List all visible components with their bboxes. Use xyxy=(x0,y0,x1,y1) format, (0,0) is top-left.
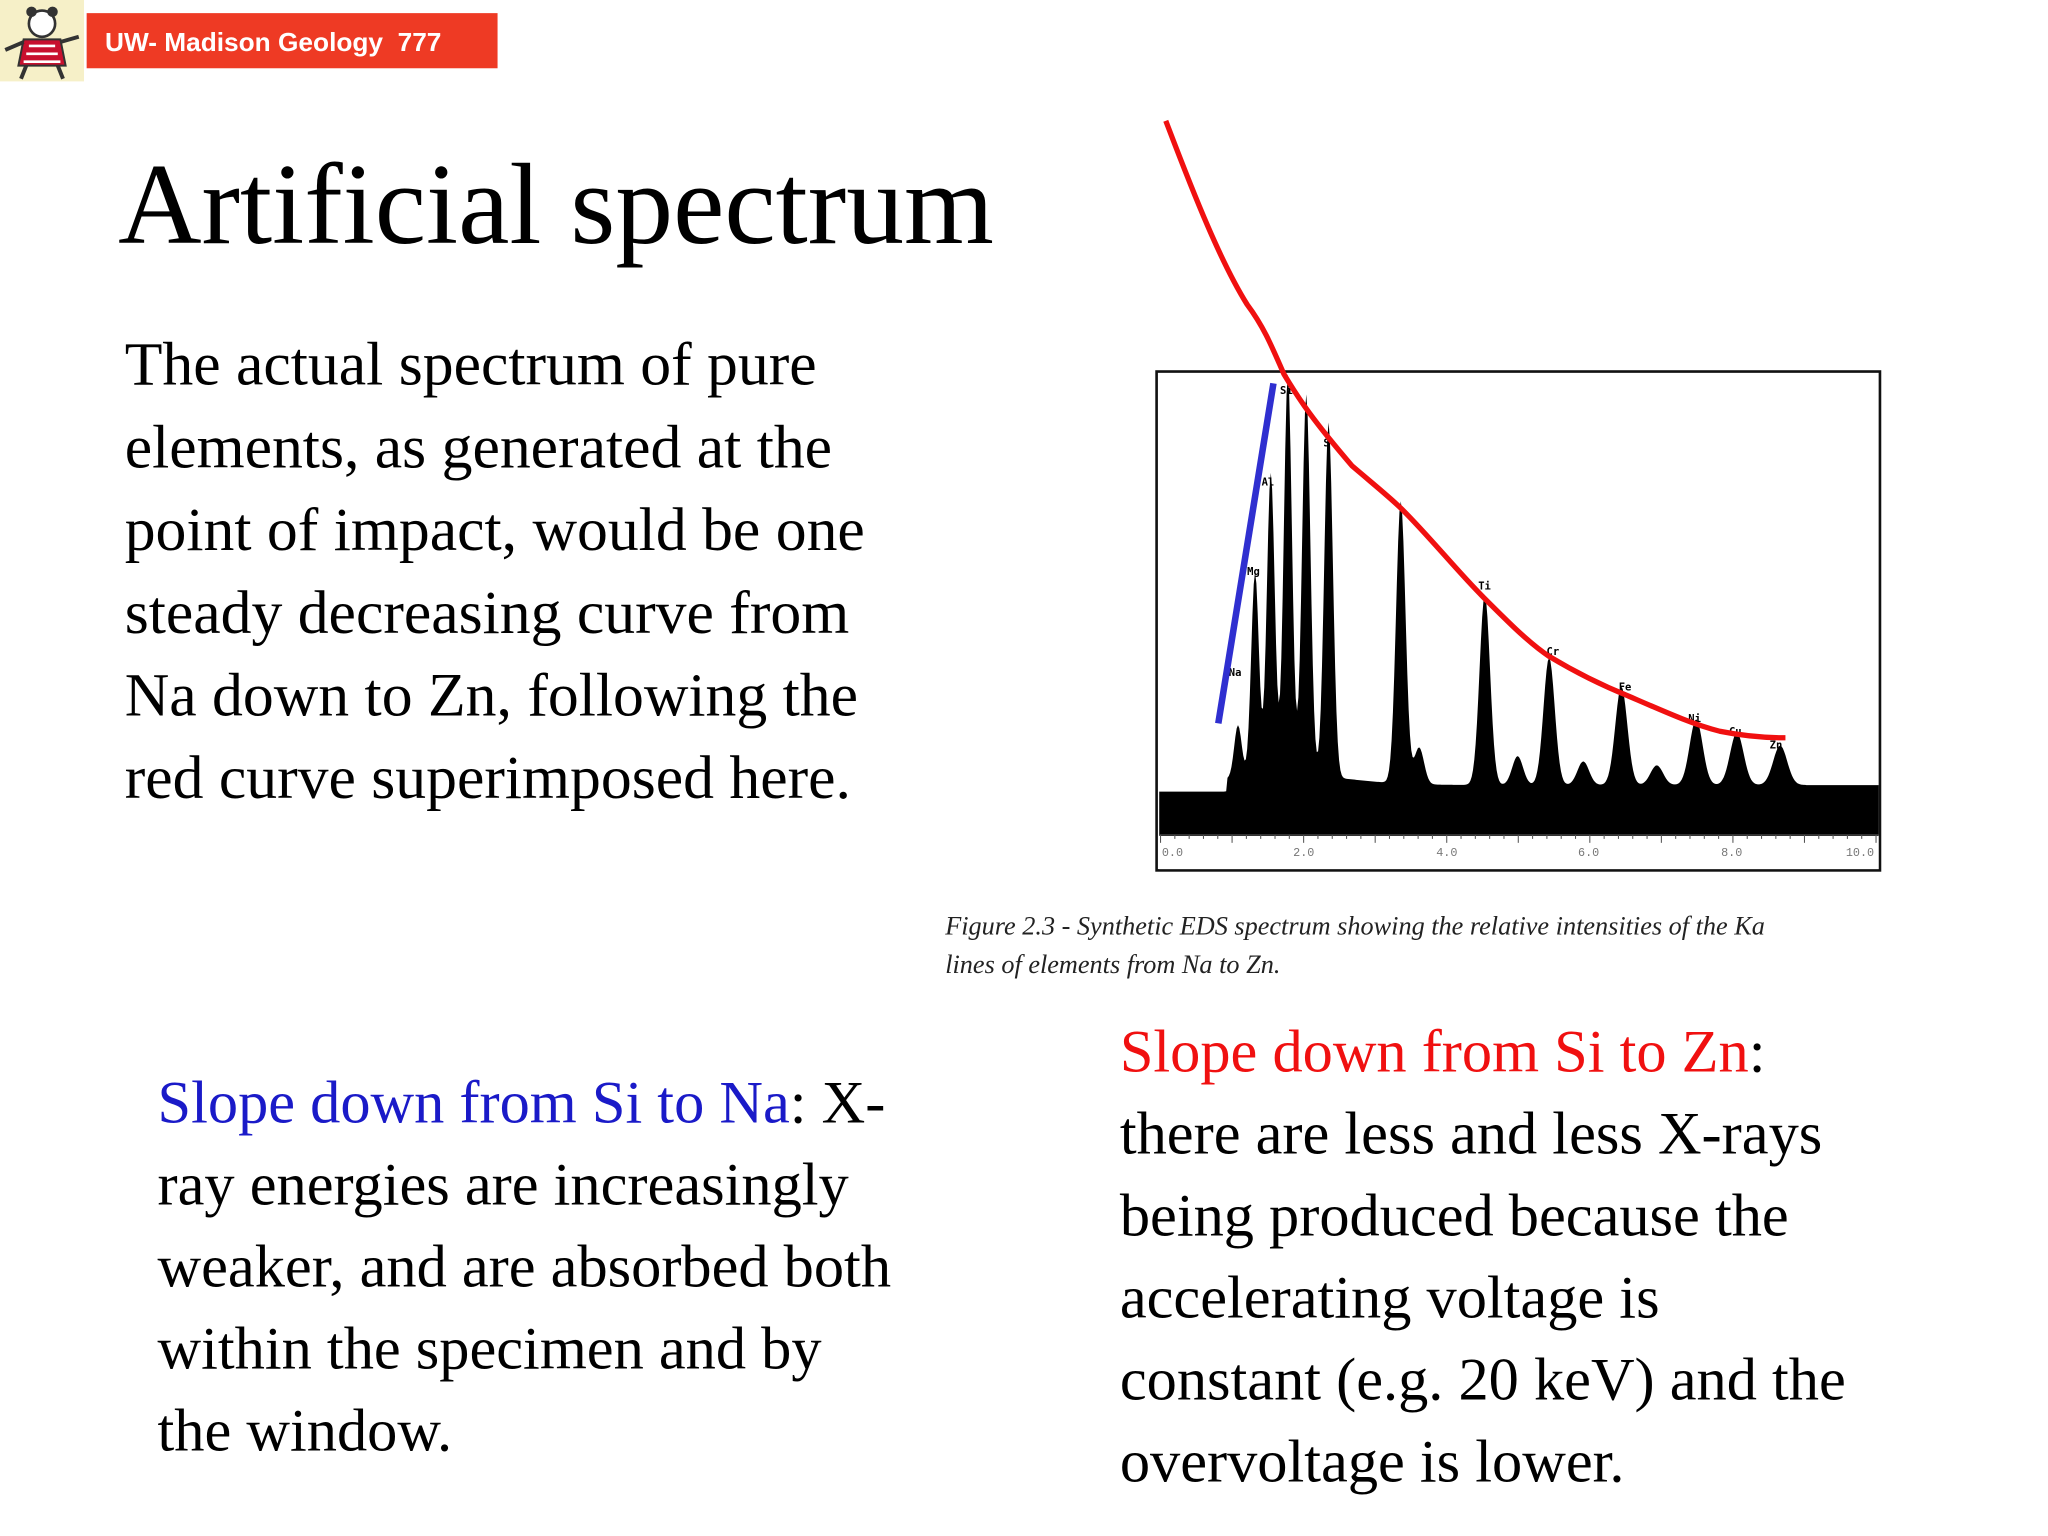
note-line: being produced because the xyxy=(1120,1182,1789,1249)
notes: Slope down from Si to Na: X-ray energies… xyxy=(158,1018,1846,1495)
element-label: Al xyxy=(1262,477,1275,489)
element-label: Mg xyxy=(1247,566,1260,578)
tick-label: 6.0 xyxy=(1578,846,1599,860)
spectrum xyxy=(1159,374,1879,835)
note-line: Slope down from Si to Zn: xyxy=(1120,1018,1766,1085)
tick-label: 4.0 xyxy=(1436,846,1457,860)
note-line: Slope down from Si to Na: X- xyxy=(158,1069,886,1136)
figure-caption: Figure 2.3 - Synthetic EDS spectrum show… xyxy=(944,912,1765,979)
body-text: The actual spectrum of pure elements, as … xyxy=(125,331,865,813)
tick-label: 10.0 xyxy=(1846,846,1874,860)
note-text: : xyxy=(1749,1018,1766,1085)
red-curve xyxy=(1163,119,1786,741)
note-heading: Slope down from Si to Zn xyxy=(1120,1018,1749,1085)
note-line: constant (e.g. 20 keV) and the xyxy=(1120,1346,1846,1413)
caption-line: Figure 2.3 - Synthetic EDS spectrum show… xyxy=(944,912,1765,941)
note-text: : X- xyxy=(790,1069,886,1136)
body-line: red curve superimposed here. xyxy=(125,744,851,812)
note-heading: Slope down from Si to Na xyxy=(158,1069,790,1136)
body-line: steady decreasing curve from xyxy=(125,579,850,647)
element-label: Na xyxy=(1229,667,1242,679)
blue-line xyxy=(1215,382,1277,724)
body-line: Na down to Zn, following the xyxy=(125,661,858,729)
note: Slope down from Si to Na: X-ray energies… xyxy=(158,1069,892,1464)
body-line: The actual spectrum of pure xyxy=(125,331,817,399)
tick-label: 2.0 xyxy=(1293,846,1314,860)
slide-title: Artificial spectrum xyxy=(118,140,994,268)
note-line: the window. xyxy=(158,1398,453,1465)
note-line: there are less and less X-rays xyxy=(1120,1100,1822,1167)
element-label: S xyxy=(1323,437,1329,449)
badge-text: UW- Madison Geology 777 xyxy=(105,27,441,57)
note-line: weaker, and are absorbed both xyxy=(158,1234,892,1301)
note-line: ray energies are increasingly xyxy=(158,1152,849,1219)
element-label: Ti xyxy=(1478,580,1491,592)
note-line: within the specimen and by xyxy=(158,1316,822,1383)
body-line: point of impact, would be one xyxy=(125,496,865,564)
logo xyxy=(0,0,85,82)
figure: 0.0 2.0 4.0 6.0 8.0 10.0 NaMgAlSiPSTiCrFeNiCu… xyxy=(1155,119,1882,872)
note: Slope down from Si to Zn: there are less … xyxy=(1120,1018,1846,1495)
tick-label: 8.0 xyxy=(1721,846,1742,860)
note-line: overvoltage is lower. xyxy=(1120,1429,1625,1496)
badge xyxy=(86,13,498,69)
axis-ticks: 0.0 2.0 4.0 6.0 8.0 10.0 xyxy=(1160,834,1877,860)
element-label: Zn xyxy=(1770,739,1783,751)
tick-label: 0.0 xyxy=(1162,846,1183,860)
body-line: elements, as generated at the xyxy=(125,413,832,481)
caption-line: lines of elements from Na to Zn. xyxy=(945,950,1280,979)
axis-strip xyxy=(1159,834,1879,870)
note-line: accelerating voltage is xyxy=(1120,1264,1660,1331)
